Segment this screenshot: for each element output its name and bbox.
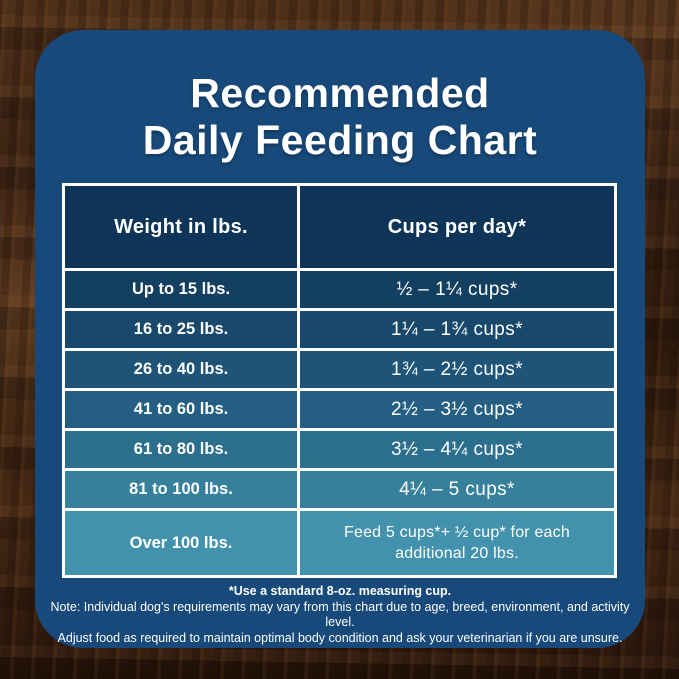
weight-cell: 61 to 80 lbs. — [65, 431, 297, 468]
weight-cell: 41 to 60 lbs. — [65, 391, 297, 428]
page-title: Recommended Daily Feeding Chart — [35, 70, 645, 164]
title-line-2: Daily Feeding Chart — [142, 117, 538, 163]
cups-cell-text: Feed 5 cups*+ ½ cup* for each additional… — [344, 524, 570, 562]
disclaimer-line-2: Adjust food as required to maintain opti… — [57, 630, 623, 645]
table-row: Up to 15 lbs. ½ – 1¼ cups* — [65, 271, 614, 308]
weight-cell: 16 to 25 lbs. — [65, 311, 297, 348]
cups-cell: 2½ – 3½ cups* — [300, 391, 614, 428]
weight-cell: Over 100 lbs. — [65, 511, 297, 575]
header-cups: Cups per day* — [300, 186, 614, 268]
cups-cell: 1¾ – 2½ cups* — [300, 351, 614, 388]
disclaimer-line-1: Note: Individual dog's requirements may … — [50, 599, 630, 630]
footnotes: *Use a standard 8-oz. measuring cup. Not… — [35, 584, 645, 646]
table-row: 26 to 40 lbs. 1¾ – 2½ cups* — [65, 351, 614, 388]
table-row: 41 to 60 lbs. 2½ – 3½ cups* — [65, 391, 614, 428]
feeding-table: Weight in lbs. Cups per day* Up to 15 lb… — [62, 183, 617, 578]
header-weight: Weight in lbs. — [65, 186, 297, 268]
weight-cell: 81 to 100 lbs. — [65, 471, 297, 508]
table-header-row: Weight in lbs. Cups per day* — [65, 186, 614, 268]
feeding-chart-card: Recommended Daily Feeding Chart Weight i… — [35, 30, 645, 648]
weight-cell: 26 to 40 lbs. — [65, 351, 297, 388]
cups-cell: 1¼ – 1¾ cups* — [300, 311, 614, 348]
table-row: Over 100 lbs. Feed 5 cups*+ ½ cup* for e… — [65, 511, 614, 575]
table-row: 16 to 25 lbs. 1¼ – 1¾ cups* — [65, 311, 614, 348]
weight-cell: Up to 15 lbs. — [65, 271, 297, 308]
table-row: 61 to 80 lbs. 3½ – 4¼ cups* — [65, 431, 614, 468]
cups-cell: Feed 5 cups*+ ½ cup* for each additional… — [300, 511, 614, 575]
title-line-1: Recommended — [190, 70, 490, 116]
measuring-cup-note: *Use a standard 8-oz. measuring cup. — [228, 584, 452, 598]
cups-cell: 4¼ – 5 cups* — [300, 471, 614, 508]
cups-cell: 3½ – 4¼ cups* — [300, 431, 614, 468]
table-row: 81 to 100 lbs. 4¼ – 5 cups* — [65, 471, 614, 508]
cups-cell: ½ – 1¼ cups* — [300, 271, 614, 308]
